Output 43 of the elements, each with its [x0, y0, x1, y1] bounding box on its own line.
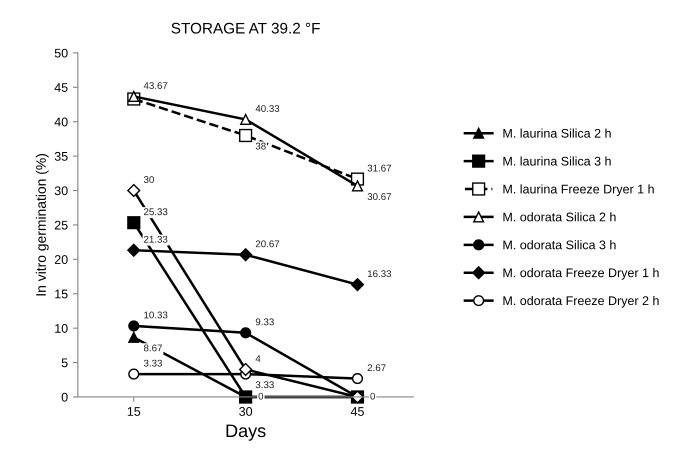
data-label: 40.33 [256, 105, 280, 112]
chart-title: STORAGE AT 39.2 °F [172, 22, 320, 34]
y-tick-label: 20 [54, 255, 68, 264]
data-label: 25.33 [144, 208, 168, 216]
legend-label: M. laurina Freeze Dryer 1 h [503, 184, 654, 196]
x-tick-label: 15 [128, 407, 140, 416]
legend-label: M. odorata Freeze Dryer 1 h [503, 268, 659, 280]
x-axis-title: Days [226, 424, 266, 441]
data-label: 8.67 [144, 344, 162, 352]
y-tick-label: 30 [54, 186, 68, 196]
legend-label: M. odorata Freeze Dryer 2 h [503, 296, 659, 308]
data-label: 4 [256, 355, 260, 362]
y-tick-label: 5 [62, 358, 68, 368]
data-label: 16.33 [368, 270, 392, 278]
data-label: 30.67 [368, 193, 392, 200]
y-tick-label: 25 [54, 220, 68, 230]
data-label: 3.33 [256, 381, 274, 388]
legend-label: M. laurina Silica 3 h [503, 156, 611, 166]
legend-label: M. laurina Silica 2 h [503, 128, 611, 138]
data-label: 9.33 [256, 318, 274, 326]
data-label: 0 [258, 392, 264, 400]
data-label: 31.67 [368, 164, 392, 172]
y-tick-label: 0 [62, 392, 68, 402]
data-label: 20.67 [256, 240, 280, 248]
data-label: 43.67 [144, 82, 168, 89]
y-tick-label: 50 [54, 48, 68, 58]
y-tick-label: 35 [54, 152, 68, 161]
data-label: 3.33 [144, 360, 162, 367]
data-label: 30 [144, 176, 154, 184]
y-axis-title: In vitro germination (%) [36, 154, 49, 296]
legend-label: M. odorata Silica 2 h [503, 212, 616, 222]
y-tick-label: 40 [54, 118, 68, 126]
data-label: 2.67 [368, 364, 386, 372]
y-tick-label: 10 [55, 324, 68, 333]
x-tick-label: 30 [239, 407, 252, 416]
data-label: 10.33 [144, 312, 168, 318]
data-label: 21.33 [144, 236, 168, 243]
legend-label: M. odorata Silica 3 h [503, 240, 616, 250]
x-tick-label: 45 [350, 407, 364, 416]
y-tick-label: 15 [55, 290, 68, 298]
data-label: 38 [256, 142, 266, 150]
y-tick-label: 45 [54, 83, 68, 92]
data-label: 0 [370, 392, 376, 400]
